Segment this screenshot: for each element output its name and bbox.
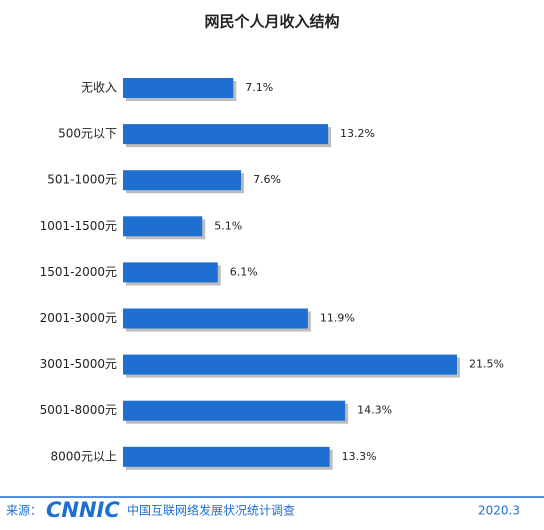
value-label: 7.1%	[245, 81, 273, 94]
chart-title: 网民个人月收入结构	[204, 13, 339, 31]
value-label: 13.2%	[340, 127, 375, 140]
category-label: 3001-5000元	[40, 357, 117, 371]
value-label: 7.6%	[253, 173, 281, 186]
value-label: 5.1%	[214, 219, 242, 232]
category-label: 501-1000元	[47, 173, 117, 187]
survey-name: 中国互联网络发展状况统计调查	[127, 503, 295, 518]
value-label: 21.5%	[469, 358, 504, 371]
bar	[123, 170, 242, 191]
bar	[123, 262, 218, 283]
category-label: 2001-3000元	[40, 311, 117, 325]
category-label: 1501-2000元	[40, 265, 117, 279]
category-label: 无收入	[81, 81, 117, 95]
category-label: 500元以下	[58, 127, 117, 141]
category-label: 1001-1500元	[40, 219, 117, 233]
bar	[123, 124, 329, 145]
source-label: 来源：	[6, 504, 42, 518]
value-label: 13.3%	[342, 450, 377, 463]
bar	[123, 78, 234, 98]
value-label: 6.1%	[230, 265, 258, 278]
bar	[123, 446, 330, 467]
value-label: 14.3%	[357, 404, 392, 417]
logo: CNNIC	[46, 498, 120, 522]
date: 2020.3	[478, 504, 520, 518]
bar	[123, 308, 308, 329]
bar	[123, 400, 346, 421]
bar	[123, 216, 203, 237]
plot: 无收入 7.1% 500元以下 13.2% 501-1000元 7.6% 1001-1500…	[40, 78, 504, 470]
category-label: 5001-8000元	[40, 403, 117, 417]
category-label: 8000元以上	[50, 449, 117, 463]
value-label: 11.9%	[320, 312, 355, 325]
bar	[123, 354, 457, 375]
